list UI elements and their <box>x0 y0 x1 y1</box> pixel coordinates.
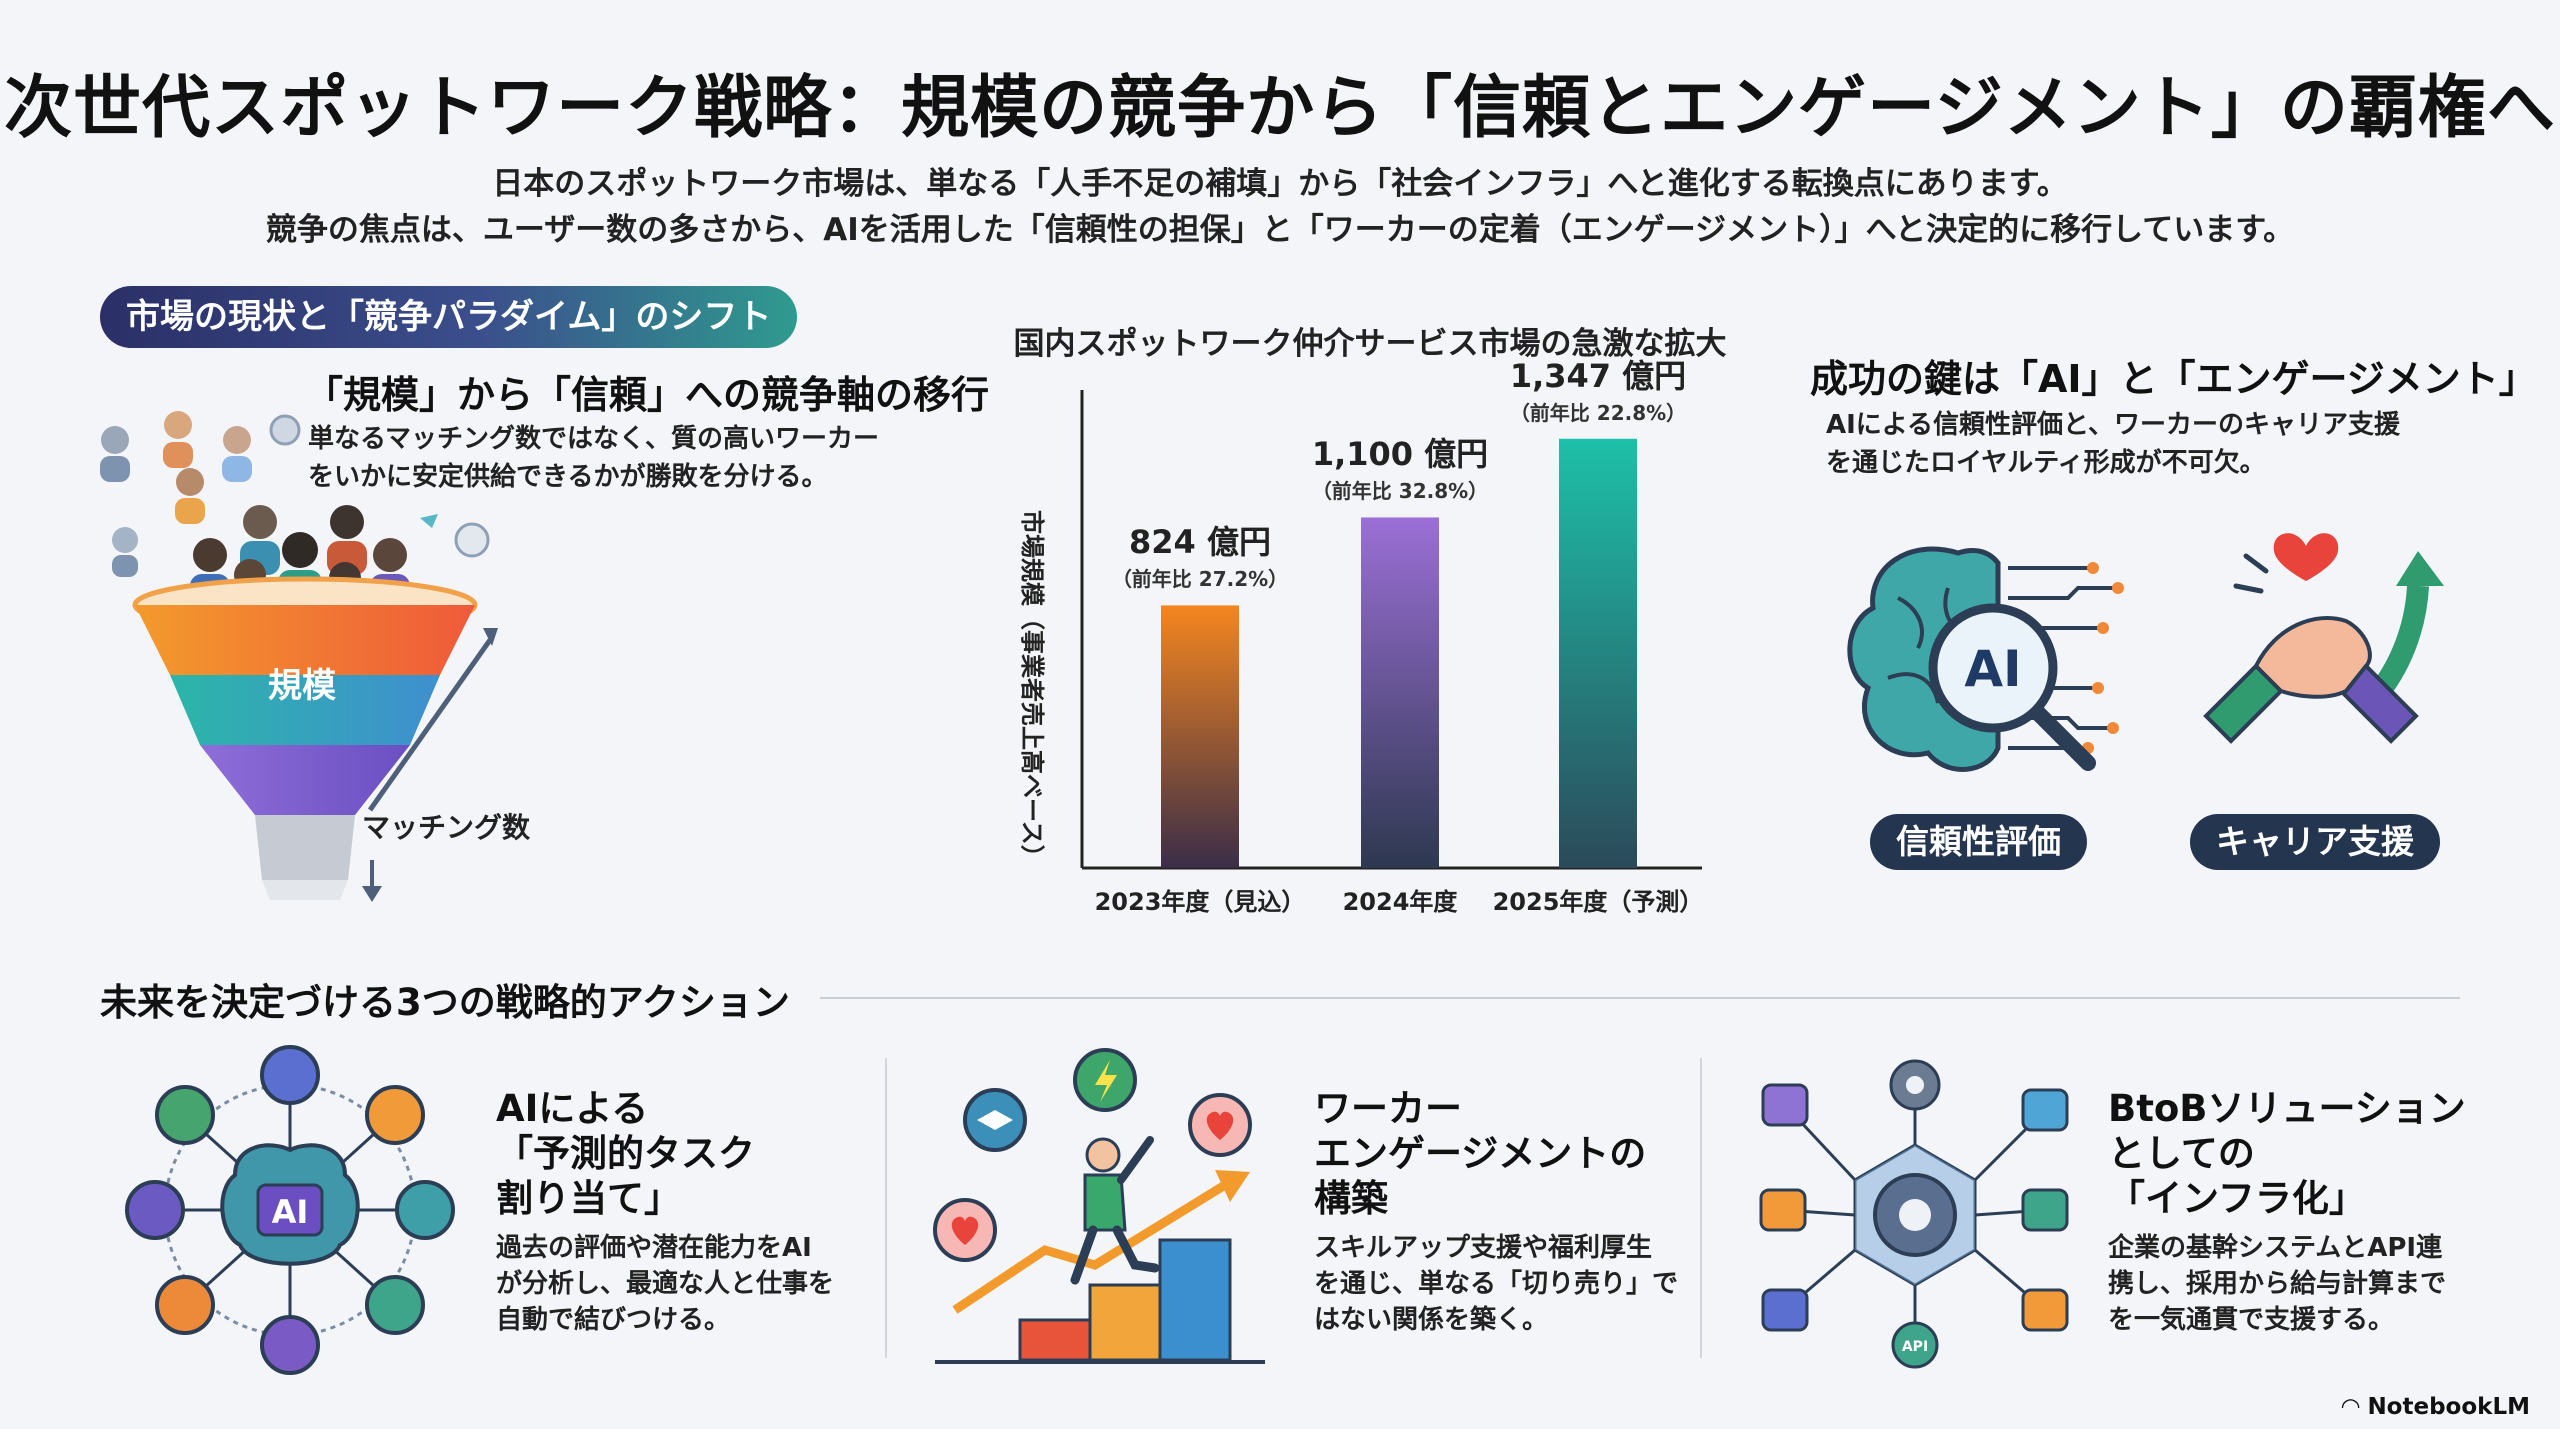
notebooklm-logo-text: NotebookLM <box>2367 1394 2530 1420</box>
section-pill-market: 市場の現状と「競争パラダイム」のシフト <box>100 286 798 348</box>
bar-growth-label-1: （前年比 32.8%） <box>1311 479 1489 504</box>
ai-text: AI <box>1964 640 2021 698</box>
notebooklm-logo: ◠ NotebookLM <box>2342 1394 2530 1420</box>
keys-body-line-2: を通じたロイヤルティ形成が不可欠。 <box>1826 448 2266 478</box>
bar-2 <box>1559 438 1637 868</box>
ai-brain-magnifier-icon: AI <box>1847 546 2124 772</box>
bar-growth-label-0: （前年比 27.2%） <box>1111 567 1289 592</box>
bar-0 <box>1161 605 1239 868</box>
bar-chart <box>1080 390 1702 870</box>
infrastructure-network-icon: API <box>1759 1059 2069 1369</box>
market-body-line-2: をいかに安定供給できるかが勝敗を分ける。 <box>308 462 828 492</box>
funnel-illustration <box>100 411 498 900</box>
cycle-icons <box>933 1048 1252 1262</box>
action-1-title: AIによる 「予測的タスク 割り当て」 <box>496 1087 755 1220</box>
actions-section-title: 未来を決定づける3つの戦略的アクション <box>100 981 790 1024</box>
bar-growth-label-2: （前年比 22.8%） <box>1509 400 1687 425</box>
down-arrow-icon <box>362 860 382 902</box>
section-divider <box>820 997 2460 999</box>
subtitle-line-2: 競争の焦点は、ユーザー数の多さから、AIを活用した「信頼性の担保」と「ワーカーの… <box>265 212 2295 248</box>
bar-value-label-1: 1,100 億円 <box>1311 435 1489 474</box>
chart-y-axis-label: 市場規模（事業者売上高ベース） <box>1018 510 1046 869</box>
action-1-body: 過去の評価や潜在能力をAI が分析し、最適な人と仕事を 自動で結びつける。 <box>496 1233 835 1335</box>
action-2-body: スキルアップ支援や福利厚生 を通じ、単なる「切り売り」で はない関係を築く。 <box>1314 1233 1679 1335</box>
matching-count-label: マッチング数 <box>362 811 531 844</box>
action-2-title: ワーカー エンゲージメントの 構築 <box>1314 1087 1647 1220</box>
bar-value-label-0: 824 億円 <box>1129 523 1271 562</box>
notebooklm-icon: ◠ <box>2341 1394 2368 1420</box>
x-tick-label-0: 2023年度（見込） <box>1094 888 1306 916</box>
action-3-title: BtoBソリューション としての 「インフラ化」 <box>2108 1087 2466 1220</box>
column-divider-2 <box>1700 1058 1702 1358</box>
badge-trust-evaluation: 信頼性評価 <box>1870 814 2087 870</box>
subtitle-line-1: 日本のスポットワーク市場は、単なる「人手不足の補填」から「社会インフラ」へと進化… <box>492 166 2068 202</box>
action-3-body: 企業の基幹システムとAPI連 携し、採用から給与計算まで を一気通貫で支援する。 <box>2108 1233 2447 1335</box>
handshake-arrow-icon <box>2203 533 2444 744</box>
market-body-line-1: 単なるマッチング数ではなく、質の高いワーカー <box>308 424 879 454</box>
funnel-label: 規模 <box>268 666 336 706</box>
keys-heading: 成功の鍵は「AI」と「エンゲージメント」 <box>1810 357 2537 401</box>
keys-body-line-1: AIによる信頼性評価と、ワーカーのキャリア支援 <box>1826 410 2400 440</box>
ai-chip-text: AI <box>272 1193 309 1231</box>
column-divider-1 <box>885 1058 887 1358</box>
bar-value-label-2: 1,347 億円 <box>1509 356 1687 395</box>
x-tick-label-1: 2024年度 <box>1342 888 1458 916</box>
ai-network-icon: AI <box>125 1045 455 1375</box>
market-heading: 「規模」から「信頼」への競争軸の移行 <box>305 373 990 417</box>
bar-1 <box>1361 517 1439 868</box>
worker-growth-icon <box>933 1048 1265 1364</box>
page-title: 次世代スポットワーク戦略：規模の競争から「信頼とエンゲージメント」の覇権へ <box>4 69 2556 148</box>
badge-career-support: キャリア支援 <box>2190 814 2440 870</box>
x-tick-label-2: 2025年度（予測） <box>1492 888 1704 916</box>
chart-title: 国内スポットワーク仲介サービス市場の急激な拡大 <box>1013 326 1727 362</box>
api-text: API <box>1902 1339 1928 1355</box>
